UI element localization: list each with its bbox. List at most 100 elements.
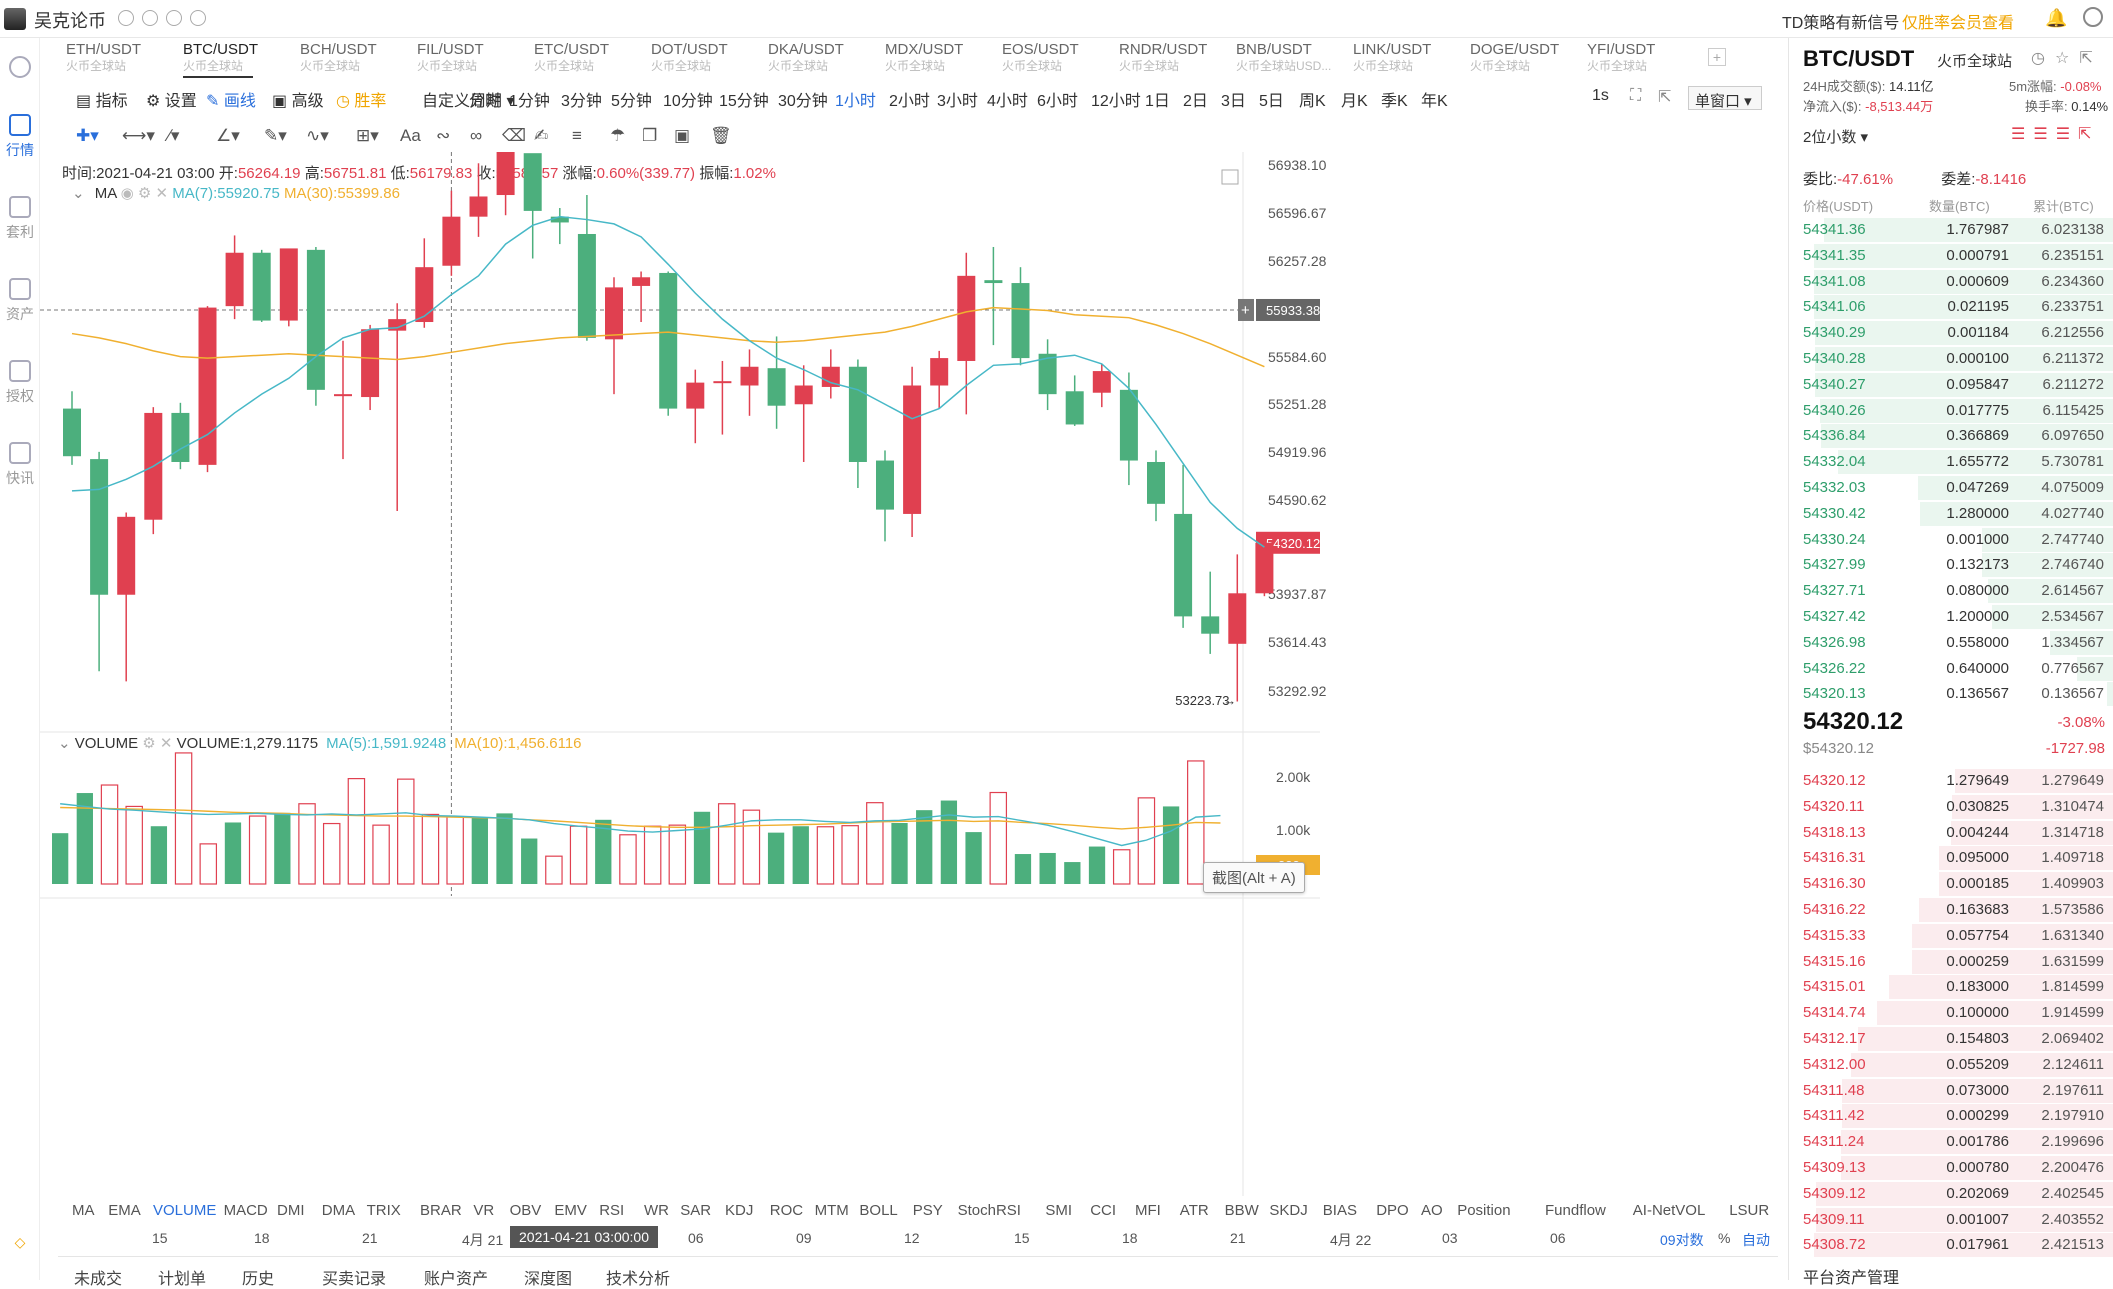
orderbook-row[interactable]: 54330.24 0.001000 2.747740 bbox=[1789, 527, 2113, 553]
text-tool[interactable]: Aa bbox=[400, 126, 421, 145]
period-4[interactable]: 10分钟 bbox=[663, 93, 713, 110]
volume-bar[interactable] bbox=[521, 838, 538, 884]
star-icon[interactable]: ☆ bbox=[2054, 50, 2080, 67]
add-tab-button[interactable]: + bbox=[1708, 48, 1726, 66]
tab-yfi-usdt[interactable]: YFI/USDT 火币全球站 bbox=[1587, 42, 1697, 74]
bottom-tab-0[interactable]: 未成交 bbox=[74, 1271, 123, 1288]
candle-body[interactable] bbox=[1065, 391, 1084, 425]
candle-body[interactable] bbox=[930, 358, 949, 386]
window-mode-select[interactable]: 单窗口 ▾ bbox=[1688, 86, 1762, 110]
orderbook-row[interactable]: 54309.13 0.000780 2.200476 bbox=[1789, 1155, 2113, 1181]
winrate-button[interactable]: ◷ 胜率 bbox=[336, 93, 387, 110]
indicator-tab-rsi[interactable]: RSI bbox=[599, 1202, 625, 1219]
candle-body[interactable] bbox=[198, 307, 217, 465]
orderbook-row[interactable]: 54314.74 0.100000 1.914599 bbox=[1789, 1000, 2113, 1026]
volume-bar[interactable] bbox=[347, 778, 366, 885]
volume-bar[interactable] bbox=[767, 832, 785, 884]
orderbook-row[interactable]: 54327.42 1.200000 2.534567 bbox=[1789, 604, 2113, 630]
candle-body[interactable] bbox=[821, 366, 840, 387]
volume-bar[interactable] bbox=[1039, 852, 1056, 884]
candle-body[interactable] bbox=[1147, 461, 1165, 504]
vip-link[interactable]: 仅胜率会员查看 bbox=[1902, 15, 2015, 32]
indicator-tab-kdj[interactable]: KDJ bbox=[725, 1202, 754, 1219]
settings-button[interactable]: ⚙ 设置 bbox=[146, 93, 197, 110]
indicator-tab-wr[interactable]: WR bbox=[644, 1202, 669, 1219]
volume-bar[interactable] bbox=[965, 832, 982, 884]
period-10[interactable]: 4小时 bbox=[987, 93, 1028, 110]
indicator-tab-lsur[interactable]: LSUR bbox=[1729, 1202, 1770, 1219]
volume-bar[interactable] bbox=[569, 825, 588, 885]
orderbook-row[interactable]: 54341.36 1.767987 6.023138 bbox=[1789, 217, 2113, 243]
volume-bar[interactable] bbox=[1137, 797, 1156, 885]
asset-management-link[interactable]: 平台资产管理 bbox=[1803, 1270, 1900, 1287]
volume-bar[interactable] bbox=[150, 826, 168, 884]
orderbook-row[interactable]: 54318.13 0.004244 1.314718 bbox=[1789, 820, 2113, 846]
indicator-tab-position[interactable]: Position bbox=[1457, 1202, 1511, 1219]
candle-body[interactable] bbox=[279, 248, 298, 321]
candle-body[interactable] bbox=[1201, 616, 1220, 634]
percent-toggle[interactable]: % bbox=[1718, 1230, 1731, 1246]
indicator-tab-brar[interactable]: BRAR bbox=[420, 1202, 462, 1219]
candle-body[interactable] bbox=[794, 385, 813, 405]
tab-btc-usdt[interactable]: BTC/USDT 火币全球站 bbox=[183, 42, 293, 78]
orderbook-row[interactable]: 54315.16 0.000259 1.631599 bbox=[1789, 949, 2113, 975]
advanced-button[interactable]: ▣ 高级 bbox=[272, 93, 324, 110]
minimize-icon[interactable] bbox=[118, 10, 134, 26]
indicator-tab-obv[interactable]: OBV bbox=[509, 1202, 542, 1219]
indicator-tab-roc[interactable]: ROC bbox=[769, 1202, 804, 1219]
tab-eth-usdt[interactable]: ETH/USDT 火币全球站 bbox=[66, 42, 176, 74]
orderbook-row[interactable]: 54320.11 0.030825 1.310474 bbox=[1789, 794, 2113, 820]
indicator-tab-ma[interactable]: MA bbox=[72, 1202, 95, 1219]
sidebar-item-home[interactable] bbox=[0, 56, 40, 82]
orderbook-row[interactable]: 54327.71 0.080000 2.614567 bbox=[1789, 578, 2113, 604]
orderbook-row[interactable]: 54316.31 0.095000 1.409718 bbox=[1789, 845, 2113, 871]
bottom-tab-6[interactable]: 技术分析 bbox=[606, 1271, 671, 1288]
user-icon[interactable] bbox=[2083, 7, 2103, 27]
period-11[interactable]: 6小时 bbox=[1037, 93, 1078, 110]
bottom-tab-1[interactable]: 计划单 bbox=[158, 1271, 207, 1288]
indicator-tab-mfi[interactable]: MFI bbox=[1135, 1202, 1161, 1219]
period-9[interactable]: 3小时 bbox=[937, 93, 978, 110]
collapse-icon[interactable]: ⌄ bbox=[72, 185, 85, 202]
period-12[interactable]: 12小时 bbox=[1091, 93, 1141, 110]
copy-icon[interactable]: ❐ bbox=[642, 126, 658, 145]
decimals-select[interactable]: 2位小数 ▾ bbox=[1803, 129, 1869, 146]
expand-icon[interactable] bbox=[1221, 169, 1239, 185]
candle-body[interactable] bbox=[334, 394, 352, 397]
orderbook-row[interactable]: 54312.00 0.055209 2.124611 bbox=[1789, 1052, 2113, 1078]
bell-icon[interactable]: 🔔 bbox=[2045, 8, 2068, 28]
period-15[interactable]: 3日 bbox=[1221, 93, 1246, 110]
volume-bar[interactable] bbox=[668, 824, 687, 885]
candle-body[interactable] bbox=[1228, 593, 1247, 644]
volume-bar[interactable] bbox=[1088, 846, 1106, 884]
volume-bar[interactable] bbox=[989, 791, 1008, 885]
sidebar-item-assets[interactable]: 资产 bbox=[0, 278, 40, 324]
volume-bar[interactable] bbox=[792, 826, 809, 884]
orderbook-row[interactable]: 54309.11 0.001007 2.403552 bbox=[1789, 1207, 2113, 1233]
sidebar-item-market[interactable]: 行情 bbox=[0, 114, 40, 160]
draw-button[interactable]: ✎ 画线 bbox=[206, 93, 256, 110]
ruler-icon[interactable]: ≡ bbox=[572, 126, 582, 145]
indicator-tab-emv[interactable]: EMV bbox=[554, 1202, 587, 1219]
bottom-tab-5[interactable]: 深度图 bbox=[524, 1271, 573, 1288]
magnet-icon[interactable]: ∾ bbox=[436, 126, 451, 145]
orderbook-row[interactable]: 54336.84 0.366869 6.097650 bbox=[1789, 423, 2113, 449]
candle-body[interactable] bbox=[550, 216, 569, 223]
candle-body[interactable] bbox=[1092, 371, 1111, 393]
tab-rndr-usdt[interactable]: RNDR/USDT 火币全球站 bbox=[1119, 42, 1229, 74]
candle-body[interactable] bbox=[767, 368, 786, 406]
candle-body[interactable] bbox=[90, 459, 109, 595]
volume-bar[interactable] bbox=[841, 825, 859, 885]
angle-icon[interactable]: ∠▾ bbox=[216, 126, 240, 145]
eraser-icon[interactable]: ⌫ bbox=[502, 126, 527, 145]
orderbook-row[interactable]: 54340.28 0.000100 6.211372 bbox=[1789, 346, 2113, 372]
candle-body[interactable] bbox=[577, 233, 596, 338]
custom-period-dropdown[interactable]: 自定义周期 ▾ bbox=[422, 93, 515, 110]
add-alert-button[interactable] bbox=[1238, 298, 1254, 321]
indicator-tab-volume[interactable]: VOLUME bbox=[153, 1202, 217, 1219]
pen-icon[interactable]: ✎▾ bbox=[264, 126, 287, 145]
popout-icon[interactable]: ⇱ bbox=[1658, 89, 1672, 106]
candle-body[interactable] bbox=[876, 460, 894, 510]
candle-body[interactable] bbox=[117, 516, 136, 595]
indicator-tab-bbw[interactable]: BBW bbox=[1224, 1202, 1259, 1219]
